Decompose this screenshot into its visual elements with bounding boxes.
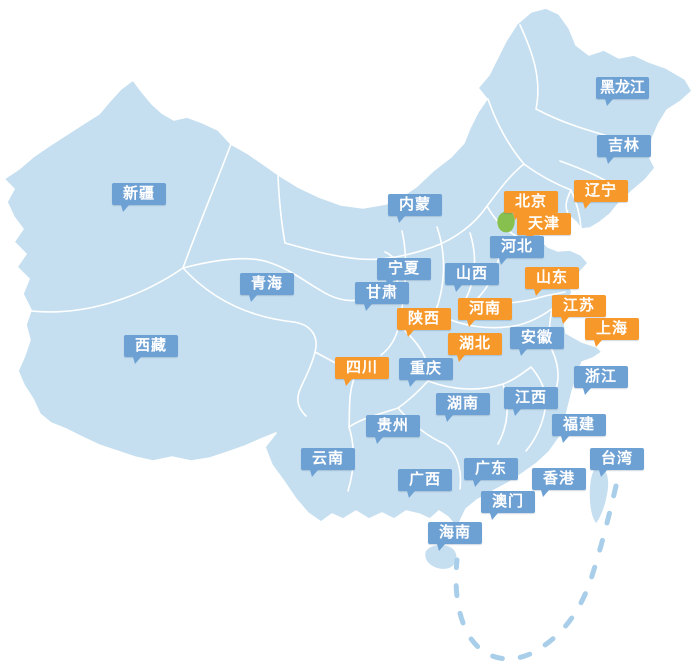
hainan-island-shape bbox=[425, 545, 457, 569]
province-marker[interactable]: 河北 bbox=[490, 236, 545, 265]
province-marker[interactable]: 云南 bbox=[301, 448, 356, 477]
province-marker[interactable]: 山西 bbox=[445, 263, 500, 292]
province-marker[interactable]: 陕西 bbox=[397, 308, 452, 337]
province-marker[interactable]: 天津 bbox=[517, 213, 572, 242]
province-marker[interactable]: 甘肃 bbox=[355, 282, 410, 311]
province-marker[interactable]: 重庆 bbox=[399, 358, 454, 387]
beijing-highlight-shape bbox=[497, 211, 515, 233]
province-marker[interactable]: 湖北 bbox=[448, 333, 503, 362]
province-marker[interactable]: 辽宁 bbox=[574, 180, 629, 209]
province-marker[interactable]: 湖南 bbox=[436, 393, 491, 422]
province-marker[interactable]: 江苏 bbox=[552, 295, 607, 324]
province-marker[interactable]: 广东 bbox=[464, 458, 519, 487]
province-marker[interactable]: 黑龙江 bbox=[596, 77, 650, 106]
province-marker[interactable]: 西藏 bbox=[124, 335, 179, 364]
province-marker[interactable]: 北京 bbox=[504, 191, 559, 220]
province-marker[interactable]: 四川 bbox=[335, 357, 390, 386]
province-marker[interactable]: 台湾 bbox=[590, 448, 645, 477]
province-marker[interactable]: 江西 bbox=[504, 387, 559, 416]
province-marker[interactable]: 海南 bbox=[428, 522, 483, 551]
province-marker[interactable]: 山东 bbox=[525, 267, 580, 296]
province-marker[interactable]: 香港 bbox=[532, 468, 587, 497]
province-marker[interactable]: 青海 bbox=[240, 273, 295, 302]
province-marker[interactable]: 贵州 bbox=[366, 415, 421, 444]
province-marker[interactable]: 宁夏 bbox=[377, 258, 432, 287]
province-marker[interactable]: 浙江 bbox=[574, 366, 629, 395]
province-marker[interactable]: 广西 bbox=[398, 469, 453, 498]
province-marker[interactable]: 澳门 bbox=[481, 491, 536, 520]
province-marker[interactable]: 内蒙 bbox=[388, 194, 443, 223]
province-marker[interactable]: 安徽 bbox=[510, 327, 565, 356]
province-marker[interactable]: 新疆 bbox=[112, 183, 167, 212]
province-marker[interactable]: 吉林 bbox=[597, 135, 652, 164]
province-marker[interactable]: 福建 bbox=[552, 414, 607, 443]
nine-dash-line bbox=[453, 483, 619, 662]
province-marker[interactable]: 上海 bbox=[585, 318, 640, 347]
province-marker[interactable]: 河南 bbox=[458, 298, 513, 327]
taiwan-island-shape bbox=[589, 466, 609, 523]
